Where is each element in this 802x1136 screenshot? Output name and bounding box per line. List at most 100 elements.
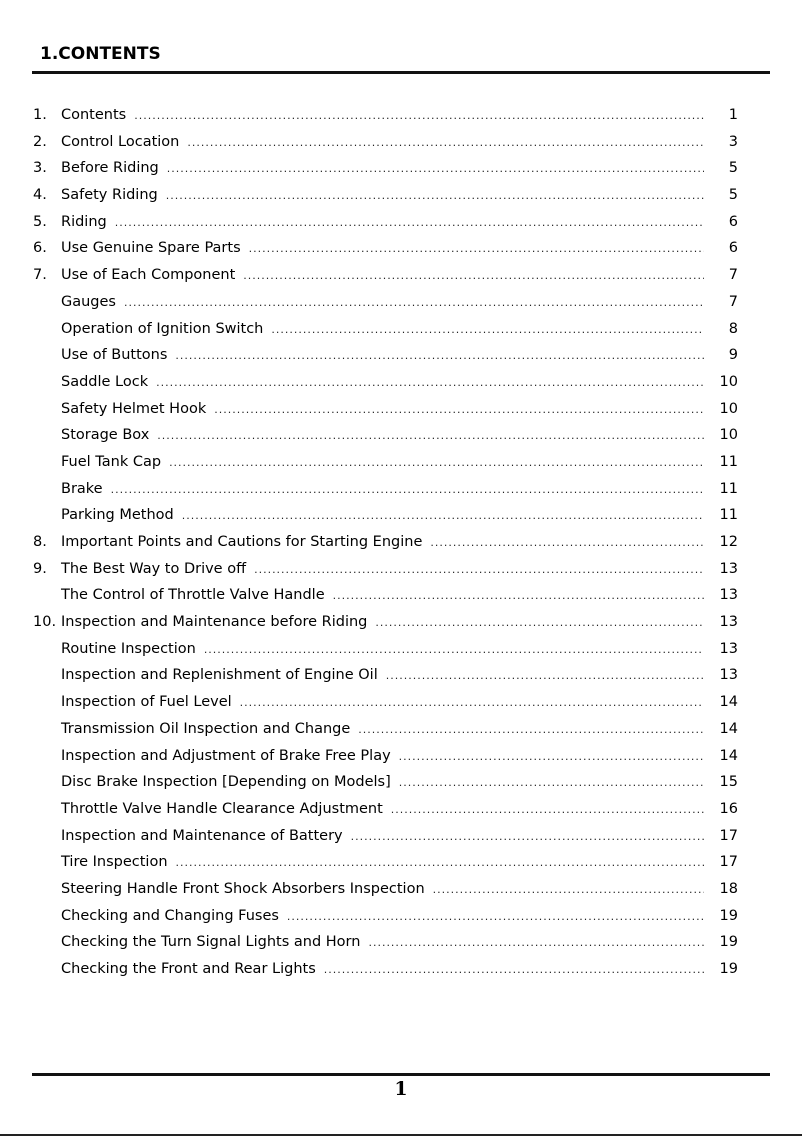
- toc-entry-number: 7.: [33, 267, 47, 284]
- toc-entry[interactable]: Inspection and Maintenance of Battery 17: [33, 828, 738, 855]
- toc-entry-label: Safety Helmet Hook: [61, 400, 207, 417]
- toc-entry[interactable]: Disc Brake Inspection [Depending on Mode…: [33, 774, 738, 801]
- toc-entry-label: Checking the Turn Signal Lights and Horn: [61, 934, 361, 951]
- toc-entry[interactable]: Tire Inspection 17: [33, 854, 738, 881]
- toc-entry-page: 14: [719, 747, 738, 764]
- toc-entry-label: Operation of Ignition Switch: [61, 320, 264, 337]
- leader-dots: [169, 456, 704, 469]
- leader-dots: [430, 536, 704, 549]
- toc-entry-number: 8.: [33, 534, 47, 550]
- toc-entry[interactable]: Inspection of Fuel Level 14: [33, 694, 738, 721]
- leader-dots: [182, 509, 704, 522]
- toc-entry[interactable]: Gauges 7: [33, 294, 738, 321]
- toc-entry-label: Saddle Lock: [61, 373, 149, 390]
- toc-entry-number: 10.: [33, 614, 57, 631]
- leader-dots: [324, 963, 704, 976]
- leader-dots: [391, 803, 704, 816]
- leader-dots: [287, 910, 704, 923]
- leader-dots: [157, 429, 704, 442]
- leader-dots: [399, 776, 704, 789]
- toc-entry[interactable]: Checking the Front and Rear Lights 19: [33, 961, 738, 988]
- leader-dots: [134, 109, 704, 122]
- toc-entry[interactable]: Steering Handle Front Shock Absorbers In…: [33, 881, 738, 908]
- toc-entry[interactable]: Transmission Oil Inspection and Change 14: [33, 721, 738, 748]
- toc-entry-label: Inspection and Replenishment of Engine O…: [61, 667, 378, 684]
- leader-dots: [167, 162, 704, 175]
- toc-entry[interactable]: Brake 11: [33, 481, 738, 508]
- toc-entry[interactable]: 10. Inspection and Maintenance before Rid…: [33, 614, 738, 641]
- toc-entry[interactable]: Checking and Changing Fuses 19: [33, 908, 738, 935]
- toc-entry-label: Inspection and Adjustment of Brake Free …: [61, 747, 391, 764]
- toc-entry[interactable]: Storage Box 10: [33, 427, 738, 454]
- toc-entry-page: 13: [719, 667, 738, 684]
- toc-entry-page: 15: [719, 774, 738, 791]
- toc-entry-page: 12: [719, 534, 738, 550]
- toc-entry[interactable]: Parking Method 11: [33, 507, 738, 534]
- table-of-contents: 1. Contents 1 2. Control Location 3 3. Before R…: [33, 107, 738, 988]
- leader-dots: [375, 616, 704, 629]
- toc-entry[interactable]: Safety Helmet Hook 10: [33, 401, 738, 428]
- toc-entry-label: Transmission Oil Inspection and Change: [61, 720, 351, 737]
- toc-entry-page: 14: [719, 694, 738, 711]
- toc-entry[interactable]: Checking the Turn Signal Lights and Horn…: [33, 934, 738, 961]
- toc-entry-page: 13: [719, 614, 738, 631]
- toc-entry-label: Use of Buttons: [61, 347, 168, 364]
- toc-entry-page: 11: [719, 507, 738, 524]
- toc-entry-page: 19: [719, 934, 738, 951]
- toc-entry-page: 3: [728, 133, 738, 150]
- toc-entry[interactable]: Throttle Valve Handle Clearance Adjustme…: [33, 801, 738, 828]
- toc-entry-number: 3.: [33, 160, 47, 177]
- toc-entry[interactable]: 7. Use of Each Component 7: [33, 267, 738, 294]
- toc-entry-label: Brake: [61, 480, 103, 497]
- toc-entry-label: Steering Handle Front Shock Absorbers In…: [61, 880, 425, 897]
- toc-entry-page: 13: [719, 587, 738, 604]
- toc-entry[interactable]: 8. Important Points and Cautions for Star…: [33, 534, 738, 561]
- toc-entry-page: 17: [719, 827, 738, 844]
- toc-entry-label: Contents: [61, 107, 127, 123]
- toc-entry-page: 18: [719, 880, 738, 897]
- toc-entry[interactable]: 5. Riding 6: [33, 214, 738, 241]
- toc-entry-number: 2.: [33, 133, 47, 150]
- leader-dots: [399, 750, 704, 763]
- toc-entry[interactable]: Saddle Lock 10: [33, 374, 738, 401]
- toc-entry-page: 9: [728, 347, 738, 364]
- toc-entry-label: Disc Brake Inspection [Depending on Mode…: [61, 774, 391, 791]
- leader-dots: [111, 483, 704, 496]
- toc-entry[interactable]: 6. Use Genuine Spare Parts 6: [33, 240, 738, 267]
- toc-entry-page: 10: [719, 427, 738, 444]
- toc-entry-label: Riding: [61, 213, 107, 230]
- toc-entry-label: Storage Box: [61, 427, 150, 444]
- toc-entry[interactable]: 4. Safety Riding 5: [33, 187, 738, 214]
- toc-entry-label: The Control of Throttle Valve Handle: [61, 587, 325, 604]
- leader-dots: [166, 189, 704, 202]
- toc-entry-page: 5: [728, 160, 738, 177]
- leader-dots: [249, 242, 704, 255]
- toc-entry-page: 10: [719, 373, 738, 390]
- leader-dots: [358, 723, 704, 736]
- toc-entry[interactable]: Fuel Tank Cap 11: [33, 454, 738, 481]
- toc-entry-page: 19: [719, 961, 738, 977]
- toc-entry-label: Use of Each Component: [61, 267, 236, 284]
- toc-entry[interactable]: Routine Inspection 13: [33, 641, 738, 668]
- toc-entry[interactable]: Inspection and Replenishment of Engine O…: [33, 667, 738, 694]
- toc-entry[interactable]: 3. Before Riding 5: [33, 160, 738, 187]
- toc-entry-page: 16: [719, 800, 738, 817]
- leader-dots: [433, 883, 704, 896]
- toc-entry[interactable]: The Control of Throttle Valve Handle 13: [33, 587, 738, 614]
- leader-dots: [240, 696, 704, 709]
- toc-entry-label: Parking Method: [61, 507, 174, 524]
- toc-entry[interactable]: Operation of Ignition Switch 8: [33, 321, 738, 348]
- toc-entry[interactable]: 1. Contents 1: [33, 107, 738, 134]
- page-title: 1.CONTENTS: [40, 44, 161, 64]
- leader-dots: [204, 643, 704, 656]
- toc-entry-label: Inspection and Maintenance before Riding: [61, 614, 368, 631]
- toc-entry[interactable]: Inspection and Adjustment of Brake Free …: [33, 748, 738, 775]
- toc-entry-label: Inspection of Fuel Level: [61, 694, 232, 711]
- toc-entry-label: Control Location: [61, 133, 180, 150]
- toc-entry[interactable]: 9. The Best Way to Drive off 13: [33, 561, 738, 588]
- toc-entry[interactable]: Use of Buttons 9: [33, 347, 738, 374]
- leader-dots: [243, 269, 704, 282]
- toc-entry-label: Tire Inspection: [61, 854, 168, 871]
- toc-entry-page: 6: [728, 240, 738, 257]
- toc-entry[interactable]: 2. Control Location 3: [33, 134, 738, 161]
